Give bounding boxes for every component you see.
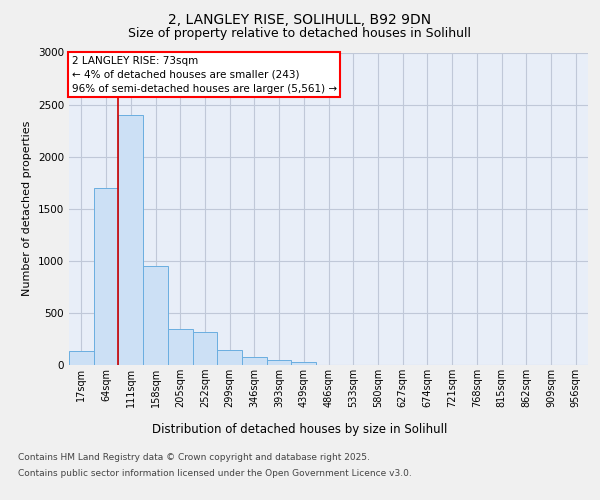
Bar [292, 362, 316, 365]
Bar [143, 266, 168, 365]
Bar [217, 350, 242, 365]
Bar [242, 356, 267, 365]
Y-axis label: Number of detached properties: Number of detached properties [22, 121, 32, 296]
Bar [267, 360, 292, 365]
Bar [193, 332, 217, 365]
Bar [168, 328, 193, 365]
Text: 2, LANGLEY RISE, SOLIHULL, B92 9DN: 2, LANGLEY RISE, SOLIHULL, B92 9DN [169, 12, 431, 26]
Text: Contains HM Land Registry data © Crown copyright and database right 2025.: Contains HM Land Registry data © Crown c… [18, 454, 370, 462]
Text: Contains public sector information licensed under the Open Government Licence v3: Contains public sector information licen… [18, 468, 412, 477]
Bar [118, 115, 143, 365]
Text: 2 LANGLEY RISE: 73sqm
← 4% of detached houses are smaller (243)
96% of semi-deta: 2 LANGLEY RISE: 73sqm ← 4% of detached h… [71, 56, 337, 94]
Bar [94, 188, 118, 365]
Text: Size of property relative to detached houses in Solihull: Size of property relative to detached ho… [128, 28, 472, 40]
Text: Distribution of detached houses by size in Solihull: Distribution of detached houses by size … [152, 422, 448, 436]
Bar [69, 352, 94, 365]
